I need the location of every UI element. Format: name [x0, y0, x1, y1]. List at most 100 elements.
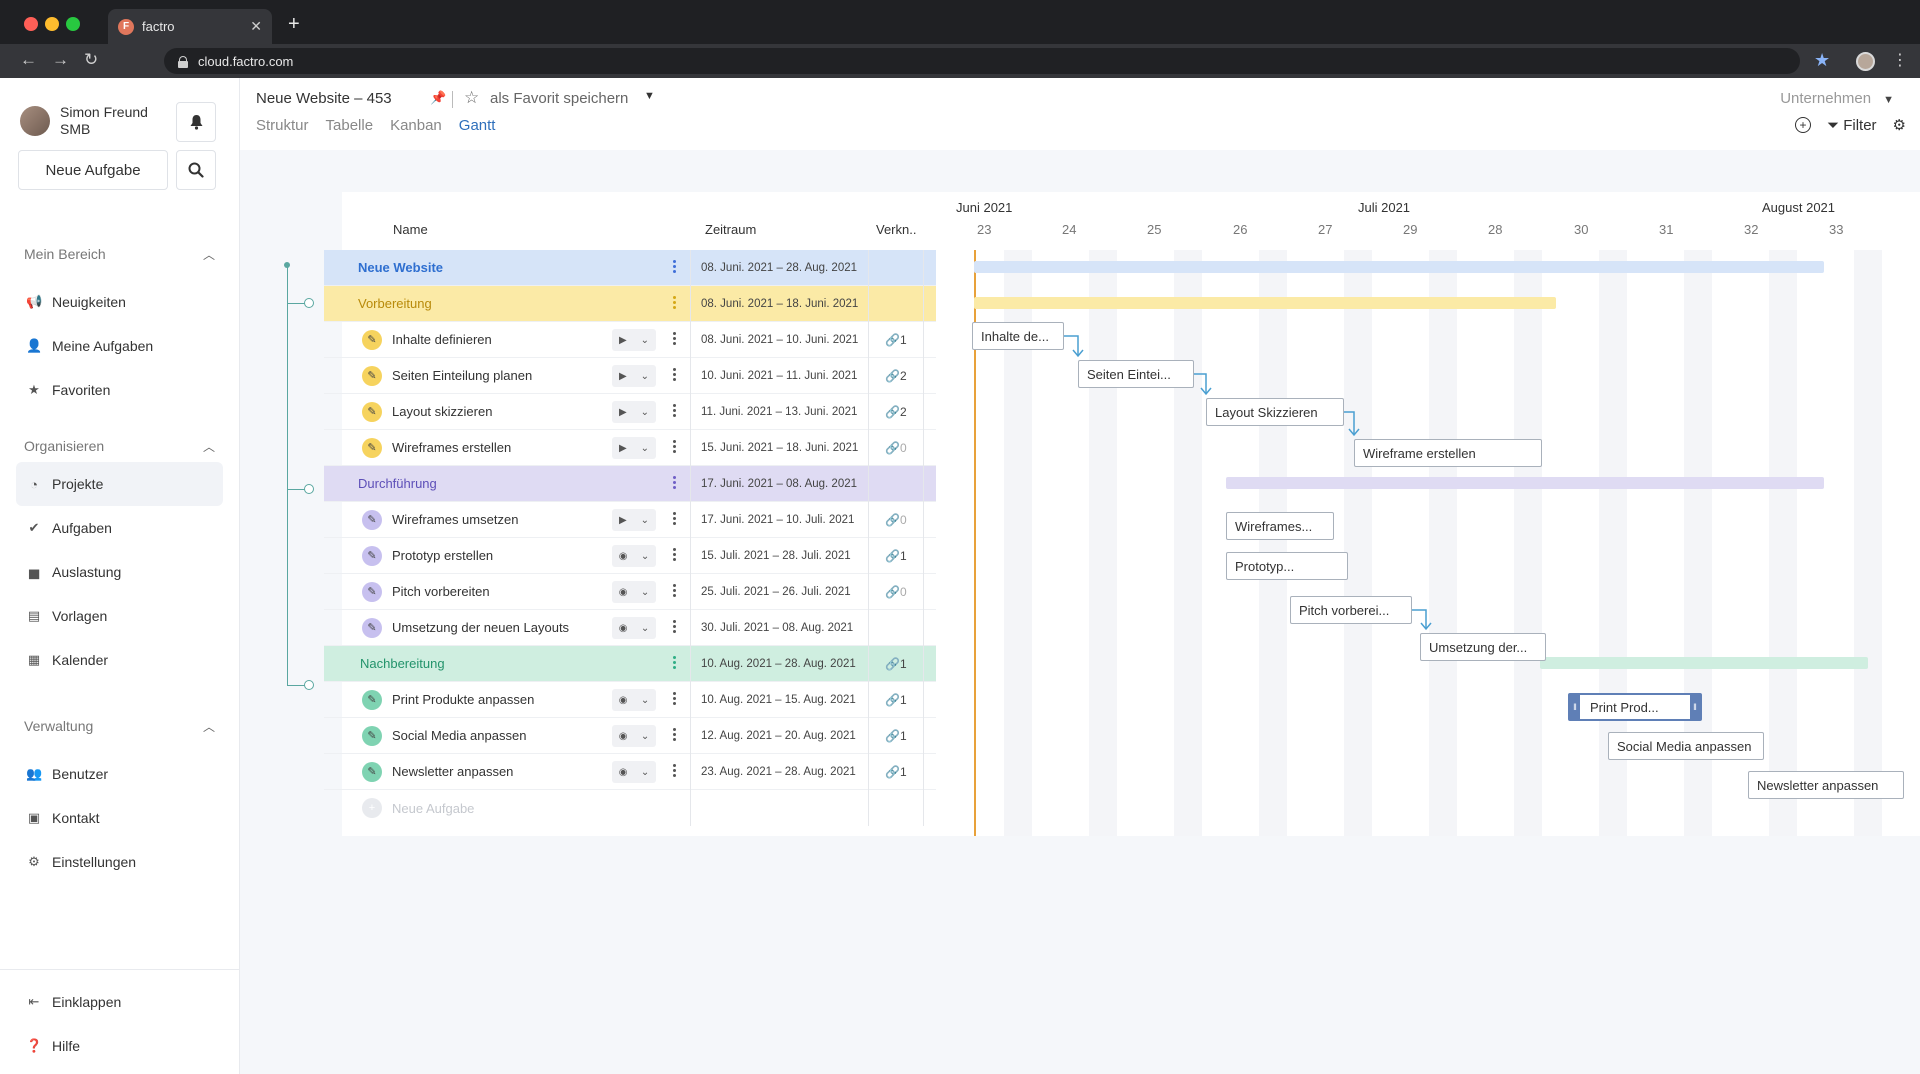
settings-gear-icon[interactable]: ⚙ — [1892, 117, 1906, 134]
resize-handle-left[interactable]: ‖ — [1570, 695, 1580, 719]
company-select[interactable]: Unternehmen ▼ — [1780, 90, 1894, 107]
gantt-task-box[interactable]: Social Media anpassen — [1608, 732, 1764, 760]
table-row-task[interactable]: ✎ Prototyp erstellen ◉ ⌄ 15. Juli. 2021 – … — [324, 537, 936, 574]
gantt-task-box[interactable]: Prototyp... — [1226, 552, 1348, 580]
save-favorite-button[interactable]: als Favorit speichern — [490, 90, 629, 107]
close-tab-icon[interactable]: ✕ — [250, 18, 262, 34]
table-row-phase[interactable]: Nachbereitung 10. Aug. 2021 – 28. Aug. 2… — [324, 645, 936, 682]
section-header[interactable]: Organisieren ︿ — [0, 436, 239, 456]
new-task-row[interactable]: + Neue Aufgabe — [324, 790, 936, 826]
resize-handle-right[interactable]: ‖ — [1690, 695, 1700, 719]
browser-menu-icon[interactable]: ⋮ — [1892, 52, 1908, 69]
row-menu-icon[interactable] — [672, 368, 676, 384]
add-icon[interactable]: + — [1795, 117, 1812, 133]
task-state-dropdown[interactable]: ▶ ⌄ — [612, 329, 656, 351]
sidebar-item-kalender[interactable]: ▦ Kalender — [16, 638, 223, 682]
search-button[interactable] — [176, 150, 216, 190]
row-menu-icon[interactable] — [672, 548, 676, 564]
column-header-name[interactable]: Name — [393, 222, 428, 237]
column-header-links[interactable]: Verkn.. — [876, 222, 917, 237]
task-state-dropdown[interactable]: ◉ ⌄ — [612, 617, 656, 639]
new-tab-button[interactable]: + — [288, 13, 300, 35]
row-menu-icon[interactable] — [672, 332, 676, 348]
pin-icon[interactable]: 📌 — [430, 90, 447, 105]
task-state-dropdown[interactable]: ◉ ⌄ — [612, 761, 656, 783]
collapse-sidebar-button[interactable]: ⇤ Einklappen — [16, 980, 223, 1024]
sidebar-item-benutzer[interactable]: 👥 Benutzer — [16, 752, 223, 796]
forward-arrow-icon[interactable]: → — [52, 50, 69, 69]
phase-bar-durchfuehrung[interactable] — [1226, 477, 1824, 489]
task-state-dropdown[interactable]: ◉ ⌄ — [612, 545, 656, 567]
task-state-dropdown[interactable]: ▶ ⌄ — [612, 365, 656, 387]
sidebar-item-einstellungen[interactable]: ⚙ Einstellungen — [16, 840, 223, 884]
gantt-task-box-selected[interactable]: ‖ Print Prod... ‖ — [1568, 693, 1702, 721]
task-state-dropdown[interactable]: ▶ ⌄ — [612, 401, 656, 423]
sidebar-item-kontakt[interactable]: ▣ Kontakt — [16, 796, 223, 840]
row-menu-icon[interactable] — [672, 728, 676, 744]
project-bar[interactable] — [974, 261, 1824, 273]
back-arrow-icon[interactable]: ← — [20, 50, 37, 69]
section-header[interactable]: Mein Bereich ︿ — [0, 244, 239, 264]
table-row-task[interactable]: ✎ Seiten Einteilung planen ▶ ⌄ 10. Juni. 2… — [324, 357, 936, 394]
row-menu-icon[interactable] — [672, 404, 676, 420]
gantt-task-box[interactable]: Inhalte de... — [972, 322, 1064, 350]
help-button[interactable]: ❓ Hilfe — [16, 1024, 223, 1068]
phase-bar-nachbereitung[interactable] — [1540, 657, 1868, 669]
bookmark-star-icon[interactable]: ★ — [1814, 50, 1831, 70]
task-state-dropdown[interactable]: ◉ ⌄ — [612, 689, 656, 711]
row-menu-icon[interactable] — [672, 512, 676, 528]
gantt-task-box[interactable]: Umsetzung der... — [1420, 633, 1546, 661]
collapse-phase-toggle[interactable] — [304, 680, 314, 690]
notifications-button[interactable] — [176, 102, 216, 142]
section-header[interactable]: Verwaltung ︿ — [0, 716, 239, 736]
gantt-task-box[interactable]: Newsletter anpassen — [1748, 771, 1904, 799]
gantt-task-box[interactable]: Layout Skizzieren — [1206, 398, 1344, 426]
gantt-task-box[interactable]: Wireframes... — [1226, 512, 1334, 540]
row-menu-icon[interactable] — [672, 764, 676, 780]
user-profile[interactable]: Simon Freund SMB — [20, 104, 148, 138]
minimize-window-button[interactable] — [45, 17, 59, 31]
chevron-down-icon[interactable]: ▼ — [644, 90, 655, 102]
sidebar-item-projekte[interactable]: ◔ Projekte — [16, 462, 223, 506]
sidebar-item-neuigkeiten[interactable]: 📢 Neuigkeiten — [16, 280, 223, 324]
sidebar-item-auslastung[interactable]: ▅ Auslastung — [16, 550, 223, 594]
table-row-task[interactable]: ✎ Umsetzung der neuen Layouts ◉ ⌄ 30. Juli… — [324, 609, 936, 646]
table-row-task[interactable]: ✎ Pitch vorbereiten ◉ ⌄ 25. Juli. 2021 – 2… — [324, 573, 936, 610]
collapse-phase-toggle[interactable] — [304, 298, 314, 308]
gantt-task-box[interactable]: Seiten Eintei... — [1078, 360, 1194, 388]
column-header-period[interactable]: Zeitraum — [705, 222, 757, 237]
task-state-dropdown[interactable]: ◉ ⌄ — [612, 581, 656, 603]
tab-gantt[interactable]: Gantt — [458, 117, 496, 134]
table-row-phase[interactable]: Durchführung 17. Juni. 2021 – 08. Aug. 2… — [324, 465, 936, 502]
row-menu-icon[interactable] — [672, 476, 676, 492]
browser-tab[interactable]: F factro ✕ — [108, 9, 272, 44]
row-menu-icon[interactable] — [672, 260, 676, 276]
new-task-button[interactable]: Neue Aufgabe — [18, 150, 168, 190]
table-row-task[interactable]: ✎ Newsletter anpassen ◉ ⌄ 23. Aug. 2021 – … — [324, 753, 936, 790]
sidebar-item-favoriten[interactable]: ★ Favoriten — [16, 368, 223, 412]
row-menu-icon[interactable] — [672, 440, 676, 456]
sidebar-item-vorlagen[interactable]: ▤ Vorlagen — [16, 594, 223, 638]
row-menu-icon[interactable] — [672, 656, 676, 672]
maximize-window-button[interactable] — [66, 17, 80, 31]
browser-profile-avatar[interactable] — [1856, 52, 1875, 71]
table-row-project[interactable]: Neue Website 08. Juni. 2021 – 28. Aug. 2… — [324, 249, 936, 286]
row-menu-icon[interactable] — [672, 296, 676, 312]
close-window-button[interactable] — [24, 17, 38, 31]
row-menu-icon[interactable] — [672, 692, 676, 708]
table-row-task[interactable]: ✎ Wireframes umsetzen ▶ ⌄ 17. Juni. 2021 –… — [324, 501, 936, 538]
table-row-task[interactable]: ✎ Layout skizzieren ▶ ⌄ 11. Juni. 2021 – 1… — [324, 393, 936, 430]
row-menu-icon[interactable] — [672, 620, 676, 636]
task-state-dropdown[interactable]: ▶ ⌄ — [612, 437, 656, 459]
gantt-task-box[interactable]: Wireframe erstellen — [1354, 439, 1542, 467]
row-menu-icon[interactable] — [672, 584, 676, 600]
gantt-task-box[interactable]: Pitch vorberei... — [1290, 596, 1412, 624]
task-state-dropdown[interactable]: ▶ ⌄ — [612, 509, 656, 531]
url-input[interactable]: cloud.factro.com — [164, 48, 1800, 74]
table-row-phase[interactable]: Vorbereitung 08. Juni. 2021 – 18. Juni. … — [324, 285, 936, 322]
sidebar-item-meine-aufgaben[interactable]: 👤 Meine Aufgaben — [16, 324, 223, 368]
table-row-task[interactable]: ✎ Print Produkte anpassen ◉ ⌄ 10. Aug. 202… — [324, 681, 936, 718]
collapse-phase-toggle[interactable] — [304, 484, 314, 494]
tab-tabelle[interactable]: Tabelle — [325, 117, 374, 134]
task-state-dropdown[interactable]: ◉ ⌄ — [612, 725, 656, 747]
